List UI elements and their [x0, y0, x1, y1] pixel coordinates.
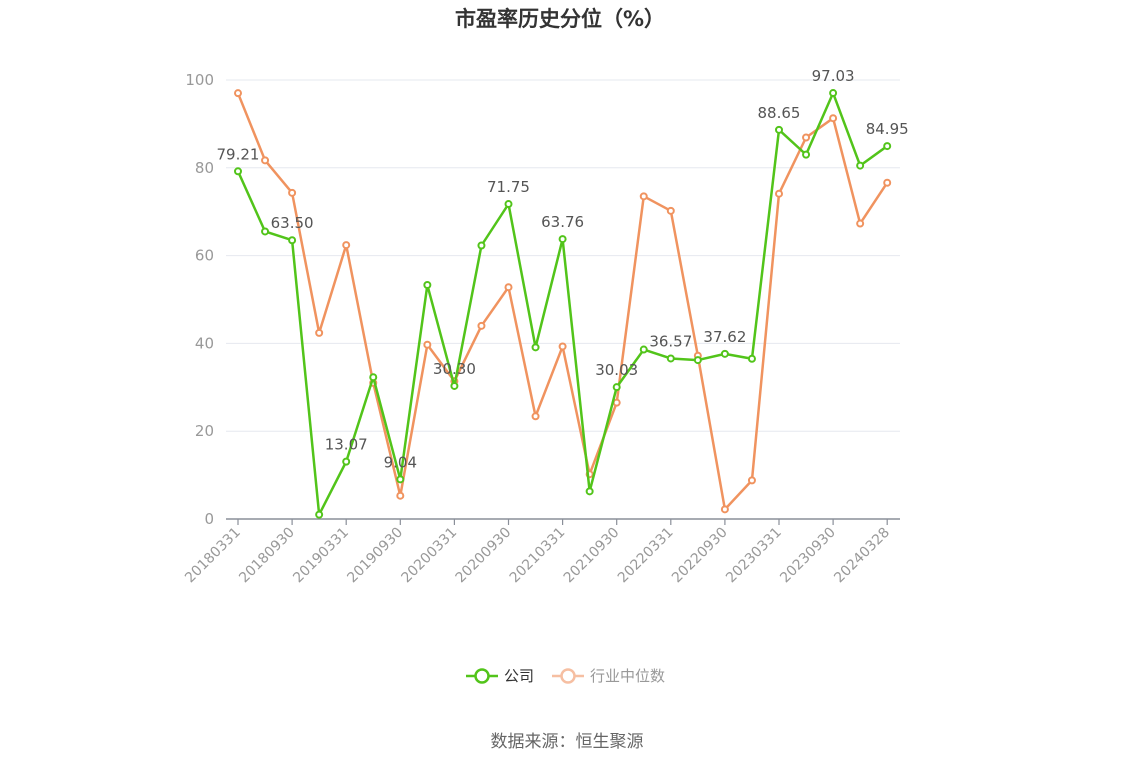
legend-item-1[interactable]: 行业中位数 [552, 667, 665, 685]
data-point-1 [234, 89, 242, 98]
data-point-0 [802, 150, 811, 159]
data-point-0 [477, 241, 486, 250]
x-tick-label: 20230930 [777, 525, 839, 587]
data-point-0 [315, 510, 324, 519]
data-point-0 [423, 281, 432, 290]
data-point-1 [747, 476, 756, 485]
x-tick-label: 20180331 [182, 525, 244, 587]
data-point-0 [369, 373, 378, 382]
legend-marker [474, 668, 490, 684]
legend-label: 行业中位数 [590, 667, 665, 685]
data-label: 71.75 [487, 178, 530, 196]
data-point-1 [288, 188, 297, 197]
data-point-1 [856, 219, 865, 228]
data-label-layer: 79.21 63.50 13.07 9.04 30.30 71.75 63.76 30.03 3… [217, 67, 909, 471]
y-tick-label: 100 [185, 71, 214, 89]
x-tick-label: 20210930 [561, 525, 623, 587]
data-label: 84.95 [866, 120, 909, 138]
data-point-0 [504, 200, 513, 209]
data-label: 30.03 [595, 361, 638, 379]
data-label: 13.07 [325, 436, 368, 454]
y-tick-label: 80 [195, 159, 214, 177]
x-tick-label: 20180930 [236, 525, 298, 587]
x-tick-label: 20190930 [344, 525, 406, 587]
data-point-0 [288, 236, 297, 245]
data-point-1 [883, 178, 892, 187]
data-point-0 [666, 354, 675, 363]
data-point-1 [666, 206, 675, 215]
data-point-1 [504, 283, 513, 292]
data-point-0 [720, 349, 729, 358]
data-label: 63.50 [271, 214, 314, 232]
data-point-1 [477, 321, 486, 330]
data-point-0 [775, 125, 783, 134]
data-point-0 [342, 457, 351, 466]
data-label: 37.62 [703, 328, 746, 346]
x-tick-label: 20200331 [399, 525, 461, 587]
data-point-0 [639, 345, 648, 354]
data-label: 36.57 [649, 332, 692, 350]
data-point-1 [423, 340, 432, 349]
data-point-0 [585, 487, 594, 496]
data-point-0 [450, 381, 459, 390]
data-point-0 [261, 227, 270, 236]
legend-item-0[interactable]: 公司 [466, 667, 534, 685]
data-point-0 [856, 161, 865, 170]
data-point-0 [612, 383, 621, 392]
data-point-1 [802, 133, 811, 142]
y-tick-label: 40 [195, 334, 214, 352]
grid-layer [226, 79, 900, 432]
legend-label: 公司 [504, 667, 534, 685]
data-point-0 [693, 356, 702, 365]
x-tick-label: 20200930 [453, 525, 515, 587]
y-tick-label: 0 [204, 510, 214, 528]
data-point-0 [396, 475, 405, 484]
data-point-0 [234, 167, 242, 176]
data-point-0 [531, 343, 540, 352]
legend-marker [560, 668, 576, 684]
y-tick-label: 60 [195, 247, 214, 265]
data-point-1 [639, 192, 648, 201]
data-point-1 [775, 189, 783, 198]
series-layer [234, 89, 892, 519]
data-point-1 [531, 412, 540, 421]
data-label: 88.65 [758, 104, 801, 122]
x-tick-label: 20230331 [723, 525, 785, 587]
data-point-1 [396, 491, 405, 500]
data-point-1 [612, 398, 621, 407]
x-tick-label: 20210331 [507, 525, 569, 587]
x-tick-label: 20190331 [290, 525, 352, 587]
data-label: 79.21 [217, 145, 260, 163]
x-tick-label: 20220331 [615, 525, 677, 587]
data-source: 数据来源：恒生聚源 [491, 732, 644, 752]
data-point-0 [747, 354, 756, 363]
data-point-1 [558, 342, 567, 351]
data-point-1 [315, 328, 324, 337]
data-label: 97.03 [812, 67, 855, 85]
x-tick-label: 20220930 [669, 525, 731, 587]
data-point-1 [342, 241, 351, 250]
data-point-1 [720, 505, 729, 514]
data-point-1 [261, 156, 270, 165]
chart-title: 市盈率历史分位（%） [455, 7, 665, 31]
data-point-0 [883, 142, 892, 151]
data-label: 63.76 [541, 213, 584, 231]
x-tick-label: 20240328 [831, 525, 893, 587]
data-label: 30.30 [433, 360, 476, 378]
data-label: 9.04 [384, 453, 417, 471]
data-point-0 [558, 235, 567, 244]
y-tick-label: 20 [195, 422, 214, 440]
data-point-0 [829, 89, 838, 98]
legend[interactable]: 公司 行业中位数 [466, 667, 665, 685]
data-point-1 [829, 114, 838, 123]
